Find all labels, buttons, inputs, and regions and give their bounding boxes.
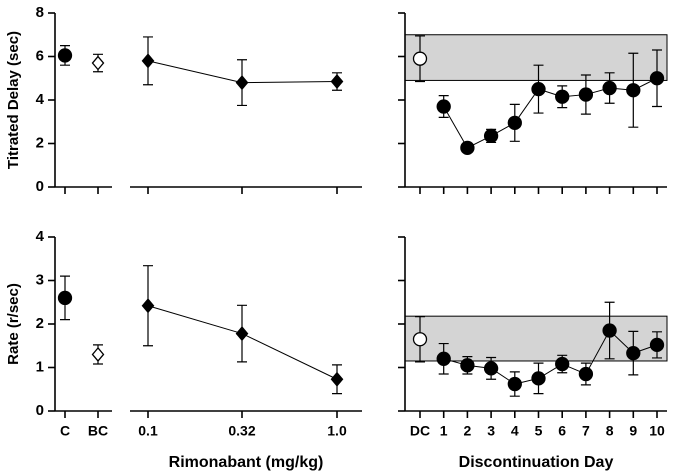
data-point [602, 323, 617, 338]
x-tick-label: 0.32 [228, 423, 255, 439]
data-point [649, 337, 665, 353]
data-point [57, 48, 73, 63]
data-point [412, 51, 428, 66]
data-point [626, 345, 641, 361]
data-point [649, 71, 665, 86]
data-point [531, 371, 546, 386]
data-point [578, 366, 594, 382]
data-point [602, 80, 617, 96]
data-point [330, 74, 344, 90]
series-line [443, 329, 658, 385]
data-point [330, 371, 344, 387]
data-point [460, 358, 475, 373]
y-tick-label: 1 [36, 358, 44, 375]
data-point [531, 81, 546, 97]
x-tick-label: 7 [582, 423, 590, 439]
x-tick-label: DC [410, 423, 430, 439]
data-point [555, 356, 570, 372]
data-point [436, 99, 451, 114]
x-tick-label: 6 [558, 423, 566, 439]
y-tick-label: 4 [36, 91, 45, 108]
y-tick-label: 2 [36, 134, 44, 151]
y-axis-label: Rate (r/sec) [5, 283, 22, 365]
data-point [436, 351, 451, 366]
x-axis-label: Discontinuation Day [459, 454, 614, 471]
y-tick-label: 3 [36, 271, 44, 288]
data-point [235, 326, 249, 342]
data-point [483, 128, 499, 144]
data-point [91, 55, 105, 71]
y-tick-label: 2 [36, 315, 44, 332]
x-tick-label: 0.1 [138, 423, 158, 439]
data-point [626, 83, 641, 98]
data-point [412, 332, 428, 347]
data-point [91, 346, 105, 362]
y-tick-label: 4 [36, 228, 45, 245]
y-tick-label: 0 [36, 402, 44, 419]
x-tick-label: 1.0 [327, 423, 347, 439]
data-point [578, 87, 594, 102]
data-point [483, 361, 499, 376]
x-tick-label: 8 [606, 423, 614, 439]
data-point [141, 298, 155, 314]
x-tick-label: 2 [464, 423, 472, 439]
y-tick-label: 0 [36, 178, 44, 195]
data-point [507, 115, 522, 130]
x-tick-label: BC [88, 423, 108, 439]
data-point [555, 89, 570, 104]
x-tick-label: 4 [511, 423, 519, 439]
data-point [141, 53, 155, 69]
series-line [443, 77, 658, 149]
y-tick-label: 8 [36, 4, 44, 21]
data-point [507, 376, 522, 392]
x-tick-label: 10 [649, 423, 665, 439]
x-tick-label: 3 [487, 423, 495, 439]
x-tick-label: 5 [535, 423, 543, 439]
y-axis-label: Titrated Delay (sec) [5, 31, 22, 169]
y-tick-label: 6 [36, 47, 44, 64]
x-tick-label: 1 [440, 423, 448, 439]
data-point [235, 75, 249, 91]
data-point [460, 140, 475, 156]
data-point [57, 290, 73, 306]
x-tick-label: 9 [629, 423, 637, 439]
reference-band [404, 34, 668, 81]
x-axis-label: Rimonabant (mg/kg) [169, 454, 324, 471]
x-tick-label: C [60, 423, 70, 439]
